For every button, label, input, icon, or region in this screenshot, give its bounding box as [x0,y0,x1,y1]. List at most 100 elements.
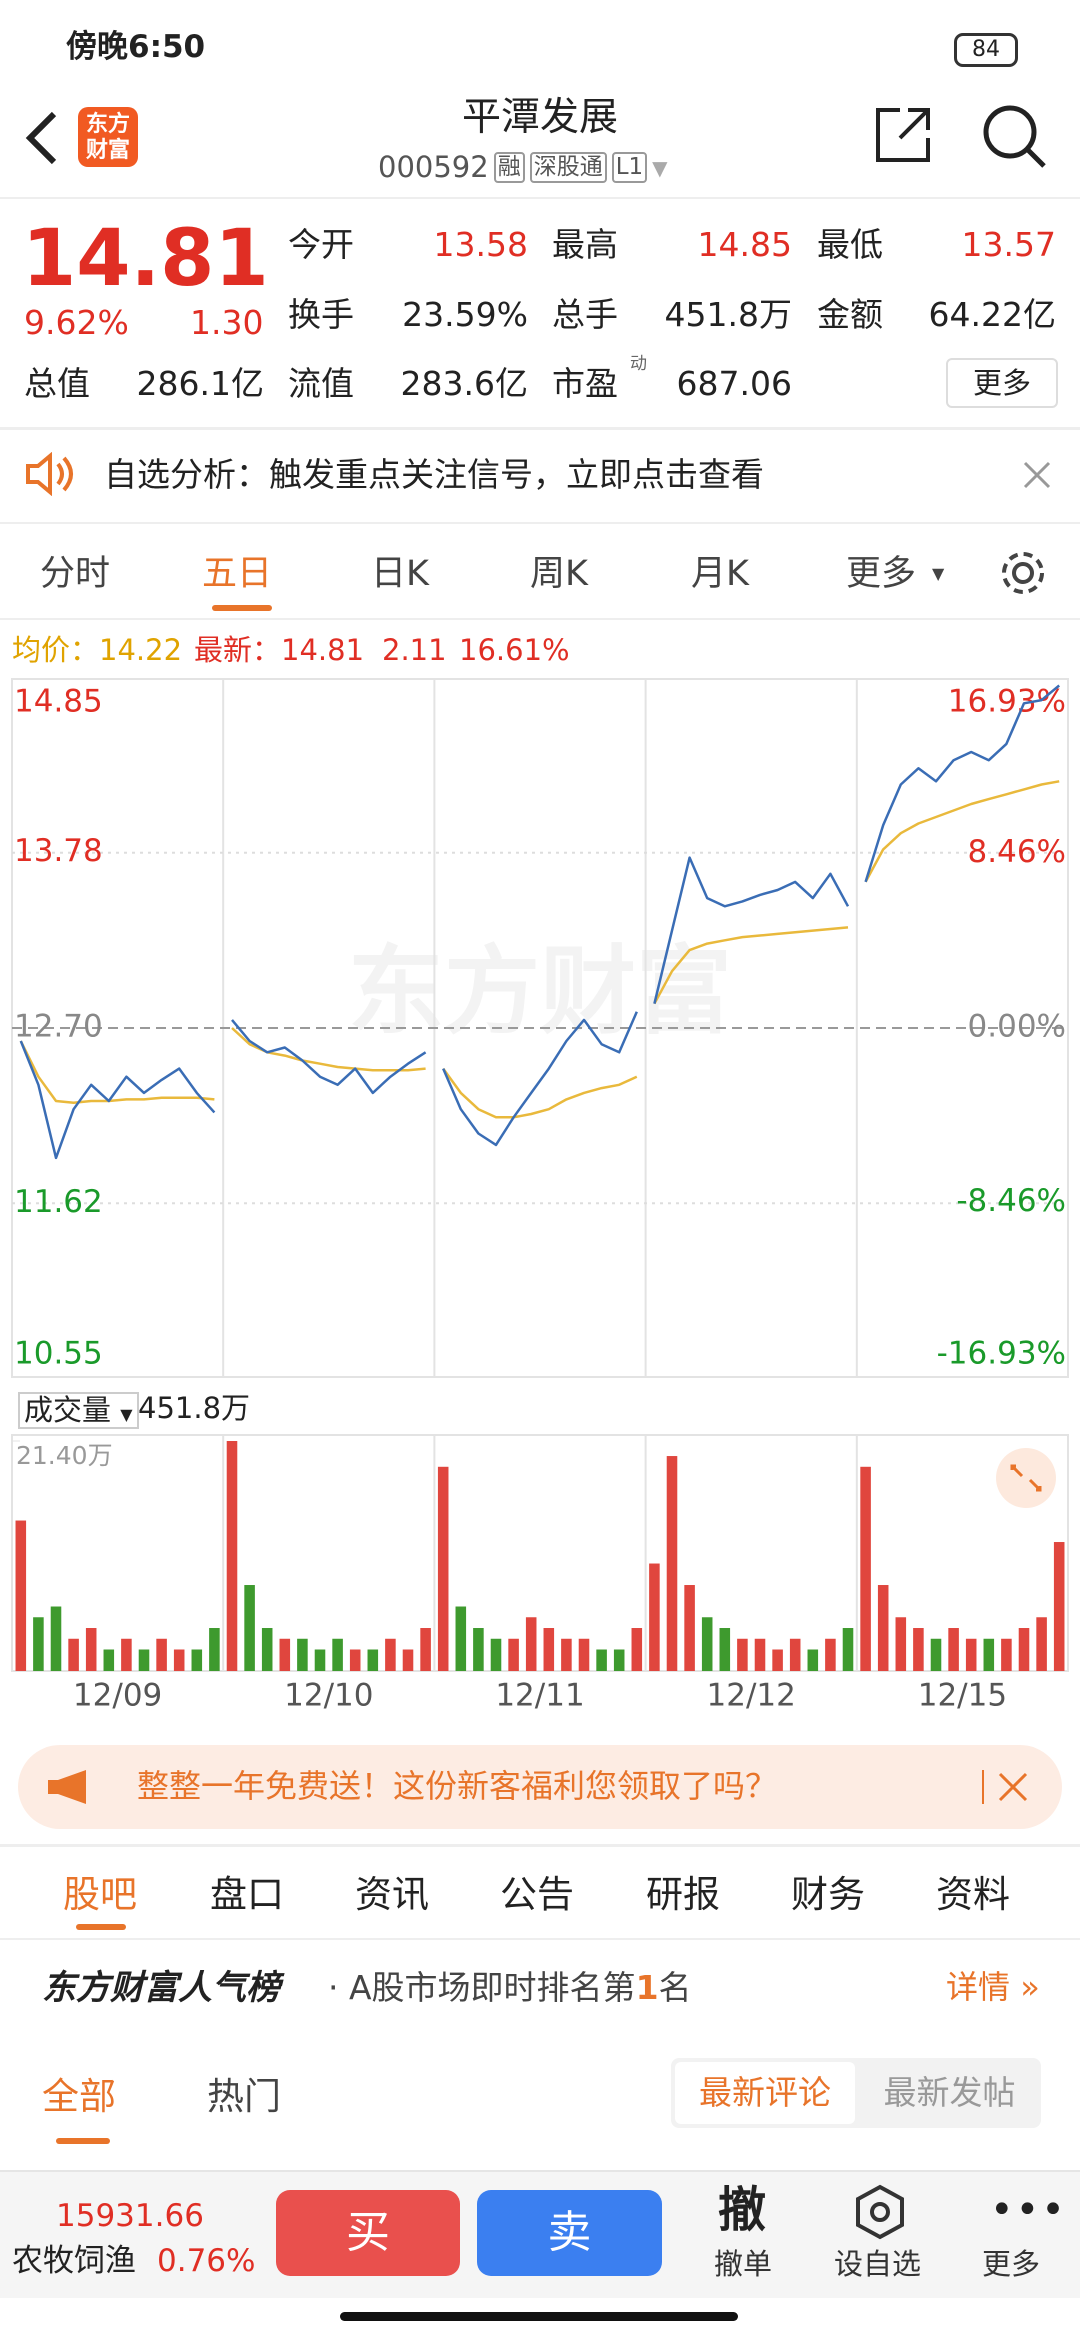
promo-close[interactable] [998,1772,1028,1802]
tag: L1 [611,152,648,183]
info-tab[interactable]: 盘口 [210,1873,284,1916]
info-tab-active[interactable]: 股吧 [63,1873,137,1916]
share-button[interactable] [872,104,932,164]
change: 1.30 [190,303,264,342]
price-line [19,1040,216,1160]
info-tab[interactable]: 公告 [500,1873,574,1916]
volume-bar [1001,1638,1012,1671]
volume-bar [68,1638,79,1671]
y2-tick-label: 16.93% [948,684,1066,720]
logo-text: 东方 [85,112,130,137]
chart: 东方财富 14.85 13.78 12.70 11.62 10.55 16.93% 8.46%… [11,678,1069,1714]
home-indicator [340,2312,738,2321]
volume-bar [420,1628,431,1671]
y-tick-label: 14.85 [14,684,103,720]
promo-text[interactable]: 整整一年免费送！这份新客福利您领取了吗？ [137,1767,778,1805]
filter-tab[interactable]: 热门 [207,2075,281,2118]
ranking-link[interactable]: 详情 » [946,1968,1040,2006]
expand-button[interactable] [994,1446,1058,1510]
watermark: 东方财富 [348,935,732,1047]
sort-option[interactable]: 最新发帖 [883,2073,1016,2112]
field-value: 13.58 [433,225,528,264]
avg-line [864,780,1060,883]
info-tab[interactable]: 研报 [646,1873,720,1916]
field-label: 最低 [817,225,883,264]
buy-button[interactable]: 买 [276,2190,460,2276]
watch-label[interactable]: 设自选 [834,2247,922,2281]
volume-selector[interactable]: 成交量 ▼ [18,1392,139,1429]
info-tab[interactable]: 资讯 [355,1873,429,1916]
index-value: 15931.66 [56,2198,204,2234]
more-label[interactable]: 更多 [982,2247,1041,2281]
y2-tick-label: 8.46% [968,834,1066,870]
search-button[interactable] [982,104,1048,170]
field-value: 14.85 [697,225,792,264]
volume-bar [261,1628,273,1671]
x-tick-label: 12/12 [707,1678,796,1714]
volume-bar [895,1617,907,1671]
volume-bar [930,1638,942,1671]
settings-button[interactable] [998,548,1048,598]
volume-bar [402,1649,414,1671]
legend-latest: 最新：14.81 [194,633,365,667]
cancel-icon[interactable]: 撤 [718,2182,767,2238]
volume-bar [385,1638,396,1671]
more-button[interactable]: 更多 [946,358,1058,408]
field-value: 23.59% [402,295,528,334]
info-tab[interactable]: 资料 [936,1873,1010,1916]
volume-bar [825,1638,836,1671]
field-label: 总值 [24,364,90,403]
volume-bar [332,1638,343,1671]
stock-code-row: 000592 融 深股通 L1 ▼ [378,150,668,184]
avg-line [653,926,849,1005]
sell-button[interactable]: 卖 [477,2190,662,2276]
volume-bar [1018,1628,1030,1671]
notice-text[interactable]: 自选分析：触发重点关注信号，立即点击查看 [104,455,764,494]
close-button[interactable] [1022,460,1052,490]
volume-bar [754,1638,766,1671]
field-label: 最高 [552,225,618,264]
divider [982,1770,984,1804]
back-button[interactable] [22,108,62,168]
watch-icon[interactable] [854,2184,906,2240]
volume-bar [244,1585,255,1671]
chart-tab[interactable]: 分时 [40,554,111,594]
sort-active[interactable]: 最新评论 [675,2062,855,2124]
volume-bar [543,1628,555,1671]
cancel-label[interactable]: 撤单 [714,2247,773,2281]
info-tab[interactable]: 财务 [791,1873,865,1916]
volume-bar [772,1649,783,1671]
legend-change: 2.11 [382,633,447,667]
status-time: 傍晚6:50 [66,29,206,65]
more-icon[interactable]: ••• [990,2187,1067,2233]
chart-tab[interactable]: 周K [530,554,588,594]
volume-bar [596,1649,607,1671]
field-label: 今开 [288,225,354,264]
volume-bar [349,1649,361,1671]
chart-tab[interactable]: 日K [371,554,429,594]
volume-bar [578,1638,590,1671]
chart-tab[interactable]: 月K [691,554,749,594]
y2-tick-label: -16.93% [937,1336,1066,1372]
ranking-prefix: A股市场即时排名第 [348,1968,636,2007]
field-value: 451.8万 [664,295,792,334]
volume-bar [173,1649,185,1671]
volume-bar [613,1649,625,1671]
chart-tab-active[interactable]: 五日 [202,554,273,594]
volume-bar [737,1638,748,1671]
volume-bar [85,1628,97,1671]
price: 14.81 [22,214,269,304]
volume-bar [842,1628,854,1671]
tab-underline [76,1924,126,1930]
volume-bar [684,1585,695,1671]
promo-banner[interactable] [18,1745,1062,1829]
volume-bar [525,1617,537,1671]
ranking-rank: 1 [635,1968,659,2007]
tab-underline [212,605,272,611]
volume-bar [948,1628,959,1671]
price-line [653,856,850,1004]
filter-tab-active[interactable]: 全部 [42,2075,116,2118]
chart-tab[interactable]: 更多 [846,554,917,594]
field-label: 金额 [817,295,883,334]
y-tick-label: 12.70 [14,1009,103,1045]
